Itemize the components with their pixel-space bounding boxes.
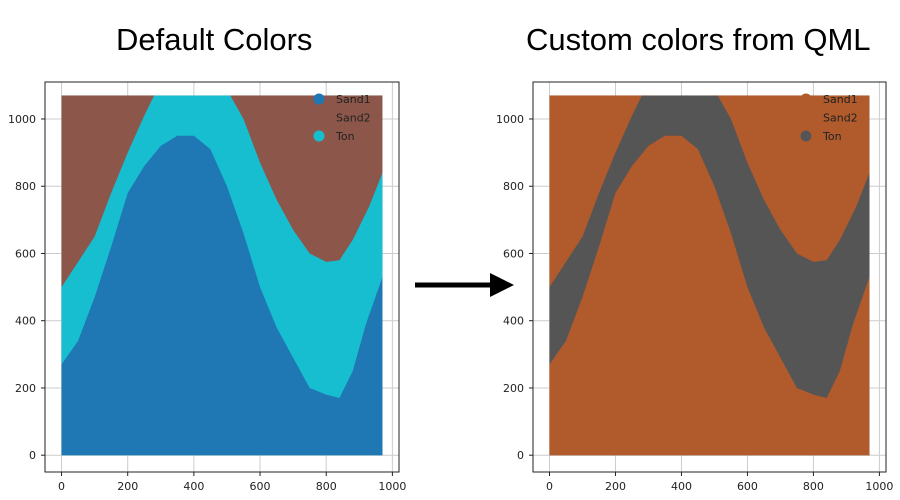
axes-frame: [532, 81, 887, 473]
x-tick-label: 1000: [378, 480, 406, 493]
y-tick-label: 600: [15, 247, 36, 260]
x-tick-label: 600: [250, 480, 271, 493]
y-tick-label: 1000: [8, 113, 36, 126]
legend-label: Ton: [335, 130, 355, 143]
chart-title-default: Default Colors: [116, 22, 313, 57]
area-lower-layer: [549, 135, 870, 456]
y-tick-label: 200: [503, 382, 524, 395]
x-tick-label: 600: [737, 480, 758, 493]
chart-custom-colors: 0 200 400 600 800 1000 0 200 400 600 800 1000 Sand1 S…: [496, 81, 893, 493]
right-arrow-icon: [415, 273, 514, 297]
x-tick-label: 1000: [865, 480, 893, 493]
x-tick-label: 800: [316, 480, 337, 493]
y-tick-label: 400: [503, 315, 524, 328]
chart-title-custom: Custom colors from QML: [526, 22, 871, 57]
legend-label: Sand1: [336, 93, 371, 106]
area-lower-layer: [61, 135, 383, 456]
y-tick-label: 800: [503, 180, 524, 193]
x-tick-label: 0: [58, 480, 65, 493]
chart-default-colors: 0 200 400 600 800 1000 0 200 400 600 800 1000 Sand1 S…: [8, 81, 406, 493]
y-tick-label: 800: [15, 180, 36, 193]
legend-marker: [313, 93, 325, 105]
y-tick-label: 0: [517, 449, 524, 462]
legend-label: Ton: [822, 130, 842, 143]
x-tick-label: 400: [183, 480, 204, 493]
legend-label: Sand1: [823, 93, 858, 106]
x-tick-label: 800: [803, 480, 824, 493]
axes-frame: [44, 81, 400, 473]
x-tick-label: 200: [605, 480, 626, 493]
legend-marker: [800, 93, 812, 105]
x-tick-label: 400: [671, 480, 692, 493]
y-tick-label: 600: [503, 247, 524, 260]
legend-marker: [800, 130, 812, 142]
y-tick-label: 200: [15, 382, 36, 395]
y-tick-label: 400: [15, 315, 36, 328]
x-tick-label: 0: [546, 480, 553, 493]
legend-marker: [313, 130, 325, 142]
y-tick-label: 0: [29, 449, 36, 462]
legend-label: Sand2: [823, 112, 858, 125]
x-tick-label: 200: [117, 480, 138, 493]
legend-label: Sand2: [336, 112, 371, 125]
arrow-head: [490, 273, 514, 297]
y-tick-label: 1000: [496, 113, 524, 126]
